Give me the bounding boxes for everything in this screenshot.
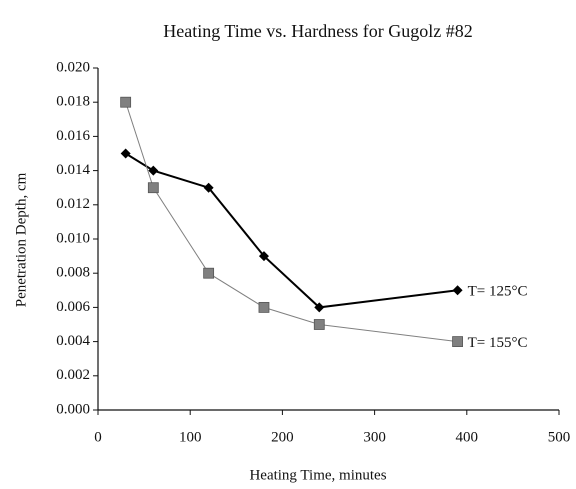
y-tick-label: 0.020 [56, 59, 90, 75]
point [120, 148, 131, 159]
point [120, 96, 132, 108]
point [203, 267, 215, 279]
point [313, 319, 325, 330]
series-label: T= 155°C [468, 335, 528, 351]
series-line [125, 102, 458, 343]
y-tick-label: 0.004 [56, 333, 90, 349]
point [203, 182, 214, 193]
y-tick-label: 0.006 [56, 299, 90, 315]
x-tick-label: 200 [271, 429, 294, 445]
series-line [125, 152, 458, 309]
y-axis-label: Penetration Depth, cm [13, 172, 29, 307]
point [148, 165, 159, 176]
x-tick-label: 500 [548, 429, 571, 445]
y-tick-label: 0.000 [56, 401, 90, 417]
y-tick-label: 0.008 [56, 265, 90, 281]
y-tick-label: 0.012 [56, 196, 90, 212]
y-tick-label: 0.018 [56, 94, 90, 110]
point [258, 251, 269, 262]
chart-title: Heating Time vs. Hardness for Gugolz #82 [163, 21, 472, 41]
y-tick-label: 0.010 [56, 230, 90, 246]
x-tick-label: 100 [179, 429, 202, 445]
point [452, 285, 463, 296]
y-tick-label: 0.014 [56, 162, 90, 178]
x-tick-label: 300 [363, 429, 386, 445]
point [258, 301, 270, 313]
point [314, 302, 325, 313]
x-tick-label: 0 [94, 429, 102, 445]
point [452, 336, 463, 348]
point [147, 182, 159, 194]
x-axis-label: Heating Time, minutes [249, 467, 386, 483]
series-label: T= 125°C [468, 284, 528, 300]
y-tick-label: 0.002 [56, 367, 90, 383]
x-tick-label: 400 [456, 429, 479, 445]
y-tick-label: 0.016 [56, 128, 90, 144]
